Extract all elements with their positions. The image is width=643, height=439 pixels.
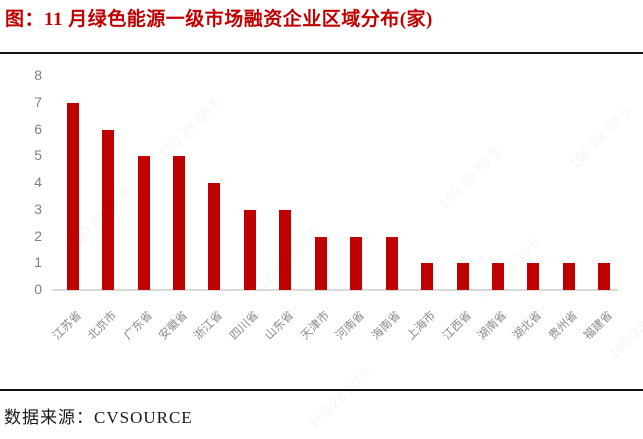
data-source: 数据来源：CVSOURCE [4, 408, 193, 427]
bar-15 [562, 263, 575, 290]
bar-3 [137, 156, 150, 290]
bar-10 [385, 236, 398, 290]
y-axis-tick-label: 0 [34, 281, 42, 297]
x-axis-line [52, 289, 618, 291]
background-watermark: 160 28 30 5 [605, 294, 643, 363]
bar-2 [102, 129, 115, 290]
y-axis-tick-label: 6 [34, 120, 42, 137]
bar-6 [243, 209, 256, 290]
y-axis-tick-label: 7 [34, 93, 42, 110]
bar-16 [598, 263, 611, 290]
y-axis-tick-label: 8 [34, 67, 42, 83]
bar-5 [208, 183, 221, 290]
chart-title: 图：11 月绿色能源一级市场融资企业区域分布(家) [5, 9, 433, 30]
y-axis-tick-label: 1 [34, 254, 42, 271]
footer-divider-line [0, 389, 643, 391]
background-watermark: 160 28 30 5 [155, 94, 224, 163]
y-axis-tick-label: 4 [34, 174, 42, 190]
bar-13 [491, 263, 504, 290]
bar-11 [421, 263, 434, 290]
bar-1 [66, 102, 79, 290]
background-watermark: 160 28 30 5 [565, 104, 634, 173]
bar-9 [350, 236, 363, 290]
y-axis-tick-label: 3 [34, 200, 42, 217]
bar-12 [456, 263, 469, 290]
background-watermark: 160 28 30 5 [435, 144, 504, 213]
bar-4 [173, 156, 186, 290]
y-axis-tick-label: 2 [34, 227, 42, 244]
bar-14 [527, 263, 540, 290]
title-divider-line [0, 52, 643, 54]
bar-8 [314, 236, 327, 290]
bar-7 [279, 209, 292, 290]
y-axis-tick-label: 5 [34, 147, 42, 164]
